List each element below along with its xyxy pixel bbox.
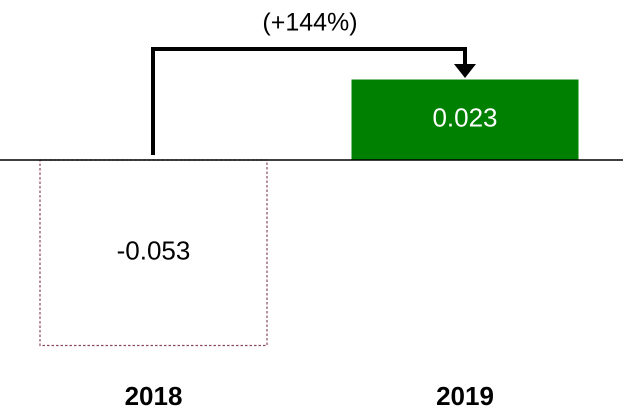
arrow-head xyxy=(454,64,476,78)
change-arrow xyxy=(151,47,467,155)
bar xyxy=(351,79,579,160)
value-label: -0.053 xyxy=(117,236,191,266)
x-tick-label: 2019 xyxy=(436,381,494,406)
change-annotation: (+144%) xyxy=(262,9,357,37)
x-tick-label: 2018 xyxy=(125,381,183,406)
value-label: 0.023 xyxy=(432,103,497,133)
